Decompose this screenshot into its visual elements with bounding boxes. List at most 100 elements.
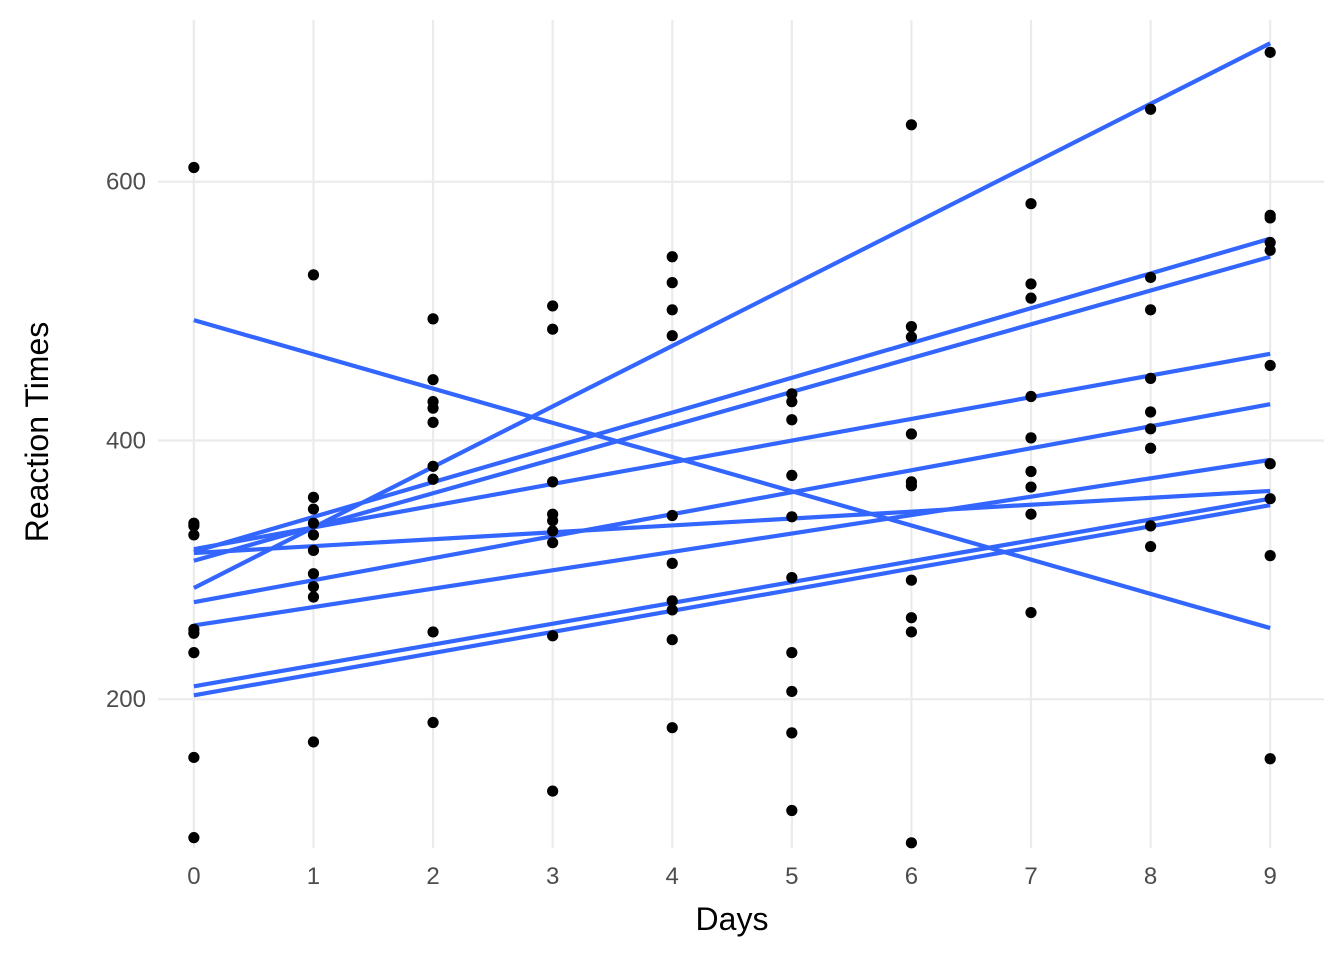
- data-point-84: [1144, 520, 1157, 532]
- data-point-70: [1025, 292, 1037, 304]
- x-tick-label-1: 1: [307, 863, 320, 890]
- data-point-68: [1025, 198, 1037, 210]
- x-tick-label-0: 0: [187, 863, 200, 890]
- data-point-73: [1025, 465, 1037, 478]
- data-point-27: [427, 626, 439, 638]
- x-axis-title: Days: [696, 901, 769, 937]
- data-point-24: [427, 416, 439, 428]
- regression-lines: [192, 41, 1272, 698]
- data-point-71: [1025, 390, 1037, 403]
- data-point-48: [786, 388, 798, 400]
- data-point-15: [307, 544, 320, 557]
- data-point-46: [666, 634, 678, 646]
- data-point-75: [1025, 508, 1037, 520]
- data-point-43: [666, 557, 678, 569]
- data-point-64: [905, 574, 918, 586]
- data-point-40: [666, 304, 678, 316]
- x-tick-label-5: 5: [785, 863, 798, 890]
- data-point-91: [1264, 359, 1276, 372]
- data-point-11: [307, 491, 320, 503]
- data-point-88: [1264, 212, 1276, 224]
- fit-line-5: [193, 402, 1271, 605]
- data-point-81: [1144, 406, 1157, 418]
- data-point-74: [1025, 481, 1037, 493]
- data-point-6: [188, 627, 200, 639]
- data-point-4: [188, 529, 200, 541]
- x-tick-label-7: 7: [1024, 863, 1037, 890]
- fit-line-9: [193, 503, 1271, 698]
- data-point-82: [1144, 423, 1157, 435]
- data-point-33: [547, 515, 559, 527]
- data-point-31: [547, 476, 559, 488]
- data-point-49: [786, 396, 798, 408]
- data-point-90: [1264, 244, 1276, 256]
- data-point-79: [1144, 304, 1157, 316]
- data-point-20: [427, 313, 439, 325]
- data-point-44: [666, 595, 678, 607]
- data-point-85: [1144, 540, 1157, 553]
- data-point-58: [905, 119, 918, 131]
- gridlines: [158, 20, 1324, 848]
- x-axis-tick-labels: 0 1 2 3 4 5 6 7 8 9: [187, 863, 1277, 890]
- data-point-18: [307, 591, 320, 603]
- data-point-94: [1264, 550, 1276, 562]
- data-point-66: [905, 626, 918, 638]
- data-point-61: [905, 428, 918, 440]
- data-point-60: [905, 331, 918, 343]
- data-point-17: [307, 581, 320, 593]
- data-point-37: [547, 785, 559, 797]
- fit-line-1: [192, 41, 1272, 590]
- data-point-10: [307, 269, 320, 281]
- data-point-93: [1264, 493, 1276, 505]
- y-tick-label-600: 600: [106, 169, 146, 196]
- data-point-28: [427, 716, 439, 729]
- fit-line-3: [193, 254, 1271, 563]
- data-point-29: [547, 300, 559, 312]
- data-point-52: [786, 511, 798, 523]
- data-point-59: [905, 321, 918, 333]
- data-point-42: [666, 509, 678, 522]
- data-point-12: [307, 503, 320, 515]
- data-point-39: [666, 277, 678, 289]
- x-tick-label-8: 8: [1144, 863, 1157, 890]
- y-axis-title: Reaction Times: [19, 322, 55, 543]
- data-point-34: [547, 525, 559, 537]
- data-point-53: [786, 572, 798, 584]
- data-point-21: [427, 374, 439, 386]
- fit-line-4: [193, 351, 1271, 552]
- data-point-57: [786, 804, 798, 817]
- x-tick-label-6: 6: [905, 863, 918, 890]
- data-point-8: [188, 751, 200, 764]
- data-point-36: [547, 630, 559, 642]
- data-point-16: [307, 568, 320, 580]
- data-point-65: [905, 612, 918, 624]
- data-point-77: [1144, 103, 1157, 115]
- data-point-89: [1264, 236, 1276, 249]
- data-point-63: [905, 480, 918, 492]
- data-point-30: [547, 323, 559, 335]
- x-tick-label-9: 9: [1264, 863, 1277, 890]
- data-point-55: [786, 685, 798, 698]
- data-point-13: [307, 517, 320, 529]
- data-point-9: [188, 832, 200, 844]
- data-point-47: [666, 722, 678, 734]
- data-point-26: [427, 473, 439, 485]
- y-tick-label-400: 400: [106, 427, 146, 454]
- data-point-69: [1025, 278, 1037, 290]
- data-point-86: [1264, 46, 1276, 58]
- y-tick-label-200: 200: [106, 686, 146, 713]
- fit-line-6: [193, 457, 1271, 628]
- data-point-7: [188, 647, 200, 659]
- data-point-3: [188, 520, 200, 532]
- data-point-45: [666, 604, 678, 616]
- x-tick-label-2: 2: [426, 863, 439, 890]
- data-point-95: [1264, 753, 1276, 765]
- fit-line-8: [193, 496, 1271, 689]
- data-point-54: [786, 647, 798, 659]
- data-point-1: [188, 161, 200, 174]
- data-point-51: [786, 469, 798, 481]
- data-point-14: [307, 529, 320, 541]
- x-tick-label-4: 4: [666, 863, 679, 890]
- data-point-19: [307, 736, 320, 748]
